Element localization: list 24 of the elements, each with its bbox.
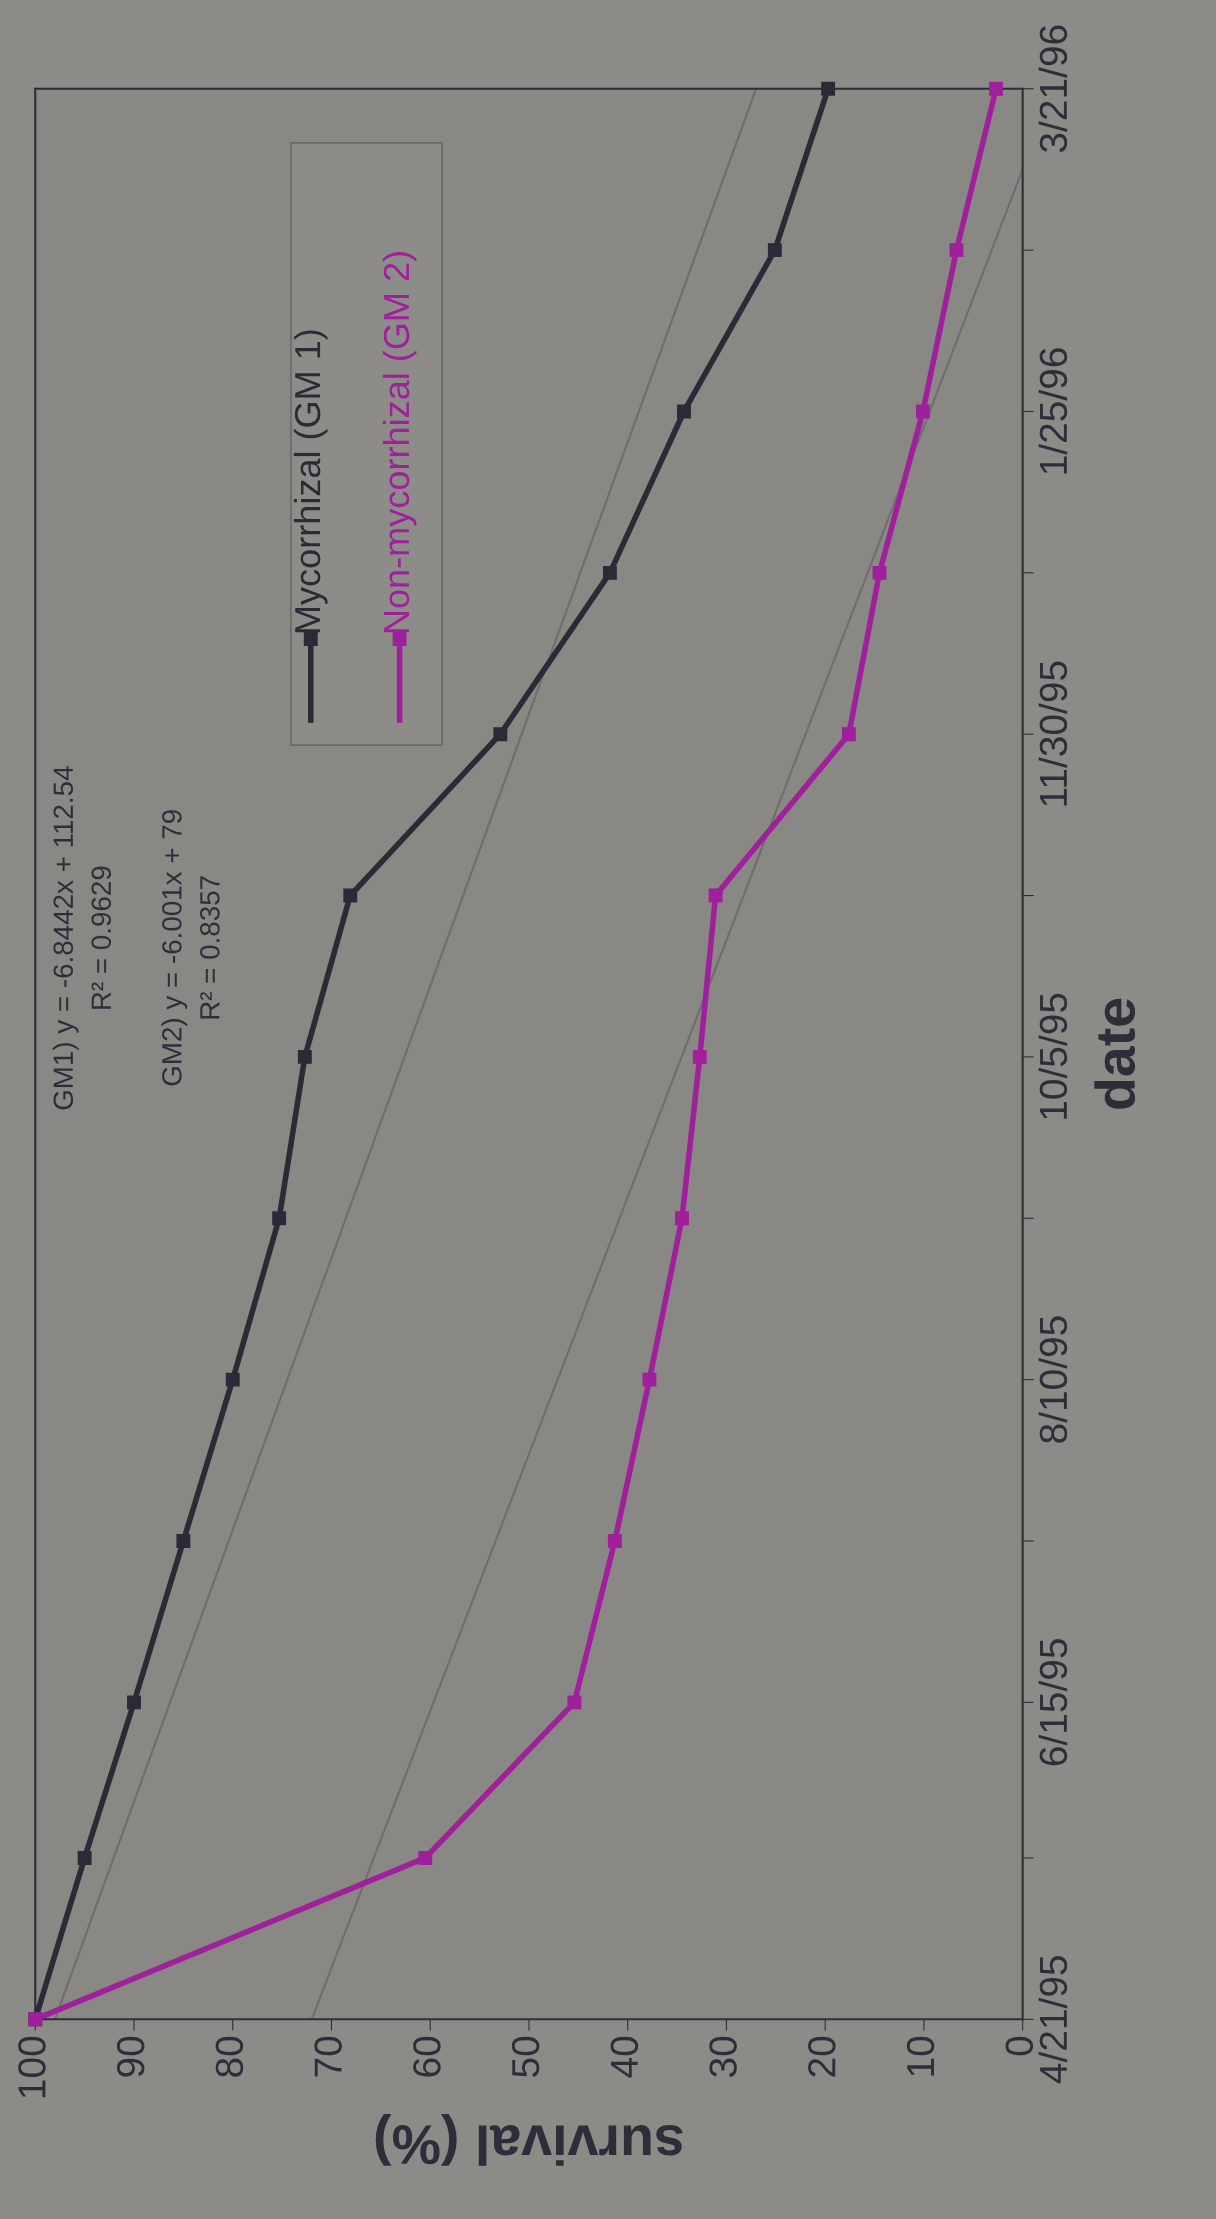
x-tick-label: 100 (18, 2036, 46, 2098)
y-tick-label: 3/21/96 (1038, 25, 1068, 153)
text: Mycorrhizal (GM 1) (293, 330, 328, 633)
x-tick-label: 50 (511, 2036, 540, 2077)
y-tick-label: 10/5/95 (1038, 993, 1068, 1119)
y-tick-label: 4/21/95 (1038, 1956, 1068, 2084)
y-tick-label: 8/10/95 (1038, 1316, 1068, 1443)
x-axis-title: survival (%) (375, 2114, 683, 2166)
x-tick-label: 0 (1005, 2036, 1034, 2056)
x-tick-label: 90 (116, 2036, 145, 2077)
x-tick-label: 40 (610, 2036, 639, 2078)
x-tick-label: 60 (413, 2036, 441, 2077)
x-tick-label: 10 (906, 2036, 935, 2076)
text: Non-mycorrhizal (GM 2) (382, 252, 417, 633)
x-tick-label: 20 (808, 2036, 836, 2077)
x-tick-label: 80 (215, 2036, 244, 2077)
x-tick-label: 70 (314, 2036, 342, 2077)
annotation: GM2) y = -6.001x + 79 R² = 0.8357 (161, 810, 220, 1086)
y-tick-label: 6/15/95 (1038, 1639, 1068, 1766)
y-tick-label: 1/25/96 (1038, 348, 1068, 474)
annotation: GM1) y = -6.8442x + 112.54 R² = 0.9629 (52, 766, 112, 1110)
y-axis-title: date (1094, 998, 1136, 1109)
x-tick-label: 30 (709, 2036, 737, 2078)
y-tick-label: 11/30/95 (1038, 661, 1068, 806)
